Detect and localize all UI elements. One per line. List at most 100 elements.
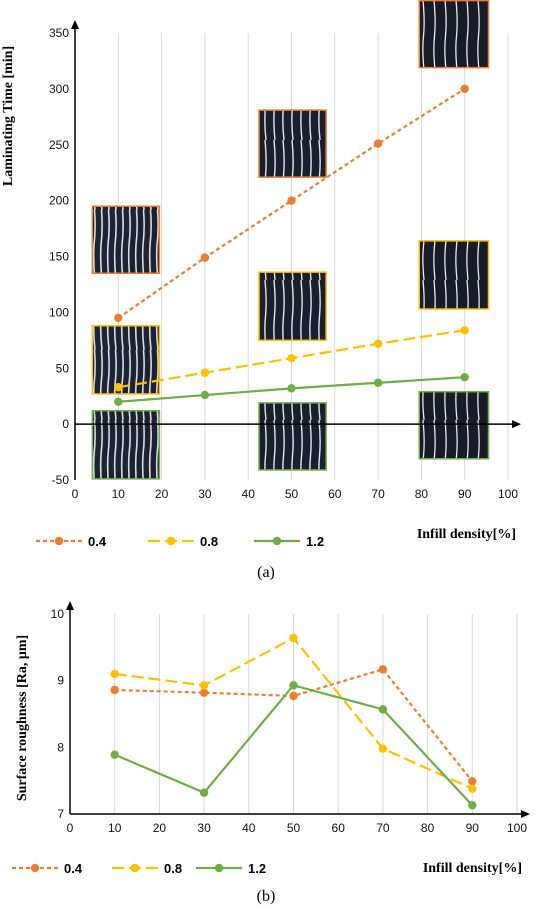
data-series xyxy=(110,633,477,810)
x-tick-label: 10 xyxy=(112,487,126,501)
data-point xyxy=(287,353,296,363)
x-tick-label: 70 xyxy=(376,821,390,835)
x-axis-label: Infill density[%] xyxy=(423,861,522,876)
y-axis-arrow xyxy=(66,601,74,610)
sample-photo xyxy=(418,390,490,460)
panel-label: (b) xyxy=(257,888,276,905)
data-point xyxy=(373,339,383,348)
vertical-gridlines xyxy=(114,614,518,814)
sample-photo xyxy=(418,240,490,310)
legend-swatch-marker xyxy=(166,536,176,546)
legend-swatch-marker xyxy=(30,863,40,873)
y-tick-label: 50 xyxy=(56,361,70,375)
legend-swatch-marker xyxy=(272,536,282,546)
y-tick-label: 9 xyxy=(57,674,64,688)
x-tick-label: 50 xyxy=(287,821,301,835)
x-tick-label: 90 xyxy=(466,821,480,835)
sample-photo xyxy=(91,205,161,275)
data-point xyxy=(289,681,298,690)
x-tick-label: 30 xyxy=(198,487,212,501)
y-tick-label: 10 xyxy=(51,607,65,621)
data-series xyxy=(114,84,469,406)
x-tick-label: 80 xyxy=(415,487,429,501)
y-tick-label: 350 xyxy=(49,26,69,40)
data-point xyxy=(373,378,383,387)
series-line xyxy=(117,87,466,319)
data-point xyxy=(199,788,209,797)
data-point xyxy=(378,744,388,753)
y-tick-label: 100 xyxy=(49,305,69,319)
x-tick-label: 40 xyxy=(242,821,256,835)
data-point xyxy=(460,84,469,94)
data-point xyxy=(199,688,209,697)
legend-swatch-marker xyxy=(54,536,64,546)
legend-swatch-marker xyxy=(130,863,140,873)
x-tick-label: 20 xyxy=(155,487,169,501)
legend-swatch-marker xyxy=(214,863,224,873)
data-point xyxy=(110,750,119,759)
data-point xyxy=(373,139,383,148)
x-tick-label: 0 xyxy=(72,487,79,501)
data-point xyxy=(110,685,119,695)
y-tick-label: -50 xyxy=(52,473,70,487)
y-tick-label: 150 xyxy=(49,250,69,264)
x-tick-label: 30 xyxy=(197,821,211,835)
x-axis-arrow xyxy=(512,420,521,429)
x-tick-label: 70 xyxy=(371,487,385,501)
legend-entry-label: 1.2 xyxy=(248,861,266,876)
legend-entry-label: 0.8 xyxy=(164,861,182,876)
x-tick-label: 60 xyxy=(332,821,346,835)
x-tick-label: 90 xyxy=(458,487,472,501)
data-point xyxy=(289,691,298,701)
x-axis-arrow xyxy=(521,810,530,818)
legend-entry-label: 0.4 xyxy=(64,861,83,876)
y-tick-label: 200 xyxy=(49,194,69,208)
y-axis-arrow xyxy=(71,20,79,29)
x-tick-label: 40 xyxy=(242,487,256,501)
sample-inset-images xyxy=(91,0,490,480)
legend-entry-label: 1.2 xyxy=(306,534,324,549)
x-tick-label: 100 xyxy=(507,821,527,835)
x-tick-label: 0 xyxy=(67,821,74,835)
data-point xyxy=(200,390,210,400)
y-tick-label: 250 xyxy=(49,138,69,152)
data-point xyxy=(200,368,210,377)
sample-photo xyxy=(91,325,161,395)
data-point xyxy=(114,397,123,406)
data-point xyxy=(289,633,298,643)
y-tick-label: 7 xyxy=(57,807,64,821)
sample-photo xyxy=(418,0,490,69)
legend: 0.4 0.8 1.2 xyxy=(36,534,324,549)
data-point xyxy=(200,253,210,262)
x-tick-label: 100 xyxy=(498,487,518,501)
legend-entry-label: 0.4 xyxy=(88,534,107,549)
sample-photo xyxy=(258,109,327,178)
y-axis-label: Laminating Time [min] xyxy=(1,46,16,186)
x-tick-label: 10 xyxy=(108,821,122,835)
x-tick-label: 50 xyxy=(285,487,299,501)
x-tick-label: 80 xyxy=(421,821,435,835)
data-point xyxy=(468,784,477,793)
data-point xyxy=(110,669,119,679)
legend-entry-label: 0.8 xyxy=(200,534,218,549)
data-point xyxy=(460,372,469,382)
sample-photo xyxy=(258,402,327,471)
y-tick-label: 0 xyxy=(62,417,69,431)
x-tick-label: 60 xyxy=(328,487,342,501)
data-point xyxy=(287,196,296,205)
legend: 0.4 0.8 1.2 xyxy=(12,861,266,876)
data-point xyxy=(199,681,209,690)
chart-axes xyxy=(66,601,530,818)
data-point xyxy=(287,384,296,393)
x-axis-label: Infill density[%] xyxy=(417,527,516,542)
data-point xyxy=(114,313,123,323)
data-point xyxy=(468,801,477,810)
y-tick-label: 8 xyxy=(57,740,64,754)
sample-photo xyxy=(91,409,161,480)
sample-photo xyxy=(258,271,327,342)
